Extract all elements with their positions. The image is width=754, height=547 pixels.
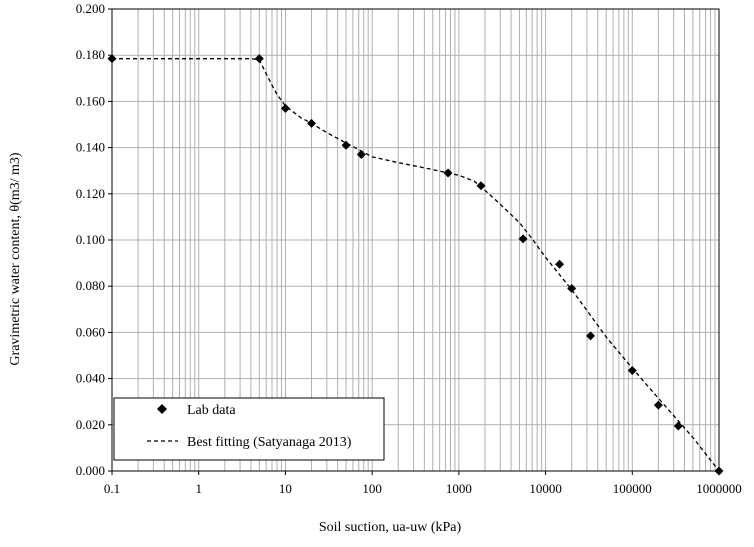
y-tick-label: 0.160 [76, 93, 105, 108]
data-point-lab [307, 118, 317, 128]
y-tick-label: 0.200 [76, 1, 105, 16]
y-tick-label: 0.040 [76, 371, 105, 386]
data-point-lab [356, 150, 366, 160]
x-tick-label: 0.1 [104, 481, 120, 496]
x-tick-label: 10000 [529, 481, 562, 496]
data-point-lab [443, 168, 453, 178]
legend: Lab data Best fitting (Satyanaga 2013) [113, 397, 385, 461]
data-point-lab [653, 400, 663, 410]
y-tick-label: 0.080 [76, 278, 105, 293]
data-point-lab [567, 284, 577, 294]
legend-box [113, 397, 385, 461]
data-point-lab [280, 103, 290, 113]
series-layer [107, 54, 724, 476]
series-line-best-fitting [112, 58, 720, 472]
data-point-lab [627, 366, 637, 376]
data-point-lab [555, 259, 565, 269]
data-point-lab [476, 181, 486, 191]
y-tick-label: 0.100 [76, 232, 105, 247]
tick-labels: 0.000 0.020 0.040 0.060 0.080 0.100 0.120 0.140… [76, 1, 742, 496]
x-tick-label: 1 [195, 481, 202, 496]
y-tick-label: 0.060 [76, 324, 105, 339]
legend-label-best-fitting: Best fitting (Satyanaga 2013) [187, 435, 352, 450]
x-tick-label: 10 [279, 481, 292, 496]
y-tick-label: 0.140 [76, 140, 105, 155]
data-point-lab [673, 421, 683, 431]
y-axis-title: Gravimetric water content, θ(m3/ m3) [8, 152, 23, 365]
y-tick-label: 0.180 [76, 47, 105, 62]
legend-label-lab-data: Lab data [187, 403, 236, 418]
x-axis-title: Soil suction, ua-uw (kPa) [319, 520, 462, 535]
y-tick-label: 0.120 [76, 186, 105, 201]
data-point-lab [254, 54, 264, 64]
x-tick-label: 1000 [446, 481, 472, 496]
y-tick-label: 0.020 [76, 417, 105, 432]
x-tick-label: 100000 [613, 481, 652, 496]
x-tick-label: 100 [362, 481, 382, 496]
y-tick-label: 0.000 [76, 463, 105, 478]
axes [108, 8, 720, 475]
legend-marker-lab-data [157, 404, 167, 414]
data-point-lab [586, 331, 596, 341]
data-point-lab [341, 140, 351, 150]
data-point-lab [518, 234, 528, 244]
x-tick-label: 1000000 [696, 481, 742, 496]
